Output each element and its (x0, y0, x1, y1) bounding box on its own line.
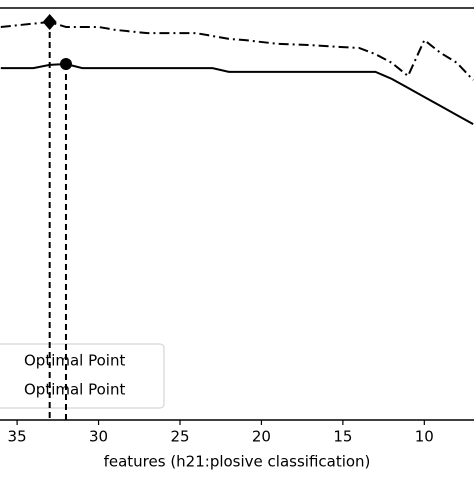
plot-area (0, 20, 474, 126)
optimal-point (59, 58, 72, 71)
x-tick-label: 25 (170, 428, 189, 446)
x-tick-label: 30 (89, 428, 108, 446)
x-tick-label: 35 (8, 428, 27, 446)
legend-box (0, 343, 165, 409)
optimal-point (42, 14, 57, 31)
legend-label: Optimal Point (24, 381, 125, 399)
x-tick-label: 20 (252, 428, 271, 446)
line-series (0, 20, 474, 81)
legend-label: Optimal Point (24, 352, 125, 370)
x-tick-label: 15 (333, 428, 352, 446)
x-tick-label: 10 (415, 428, 434, 446)
line-series (0, 63, 474, 126)
x-axis-label: features (h21:plosive classification) (104, 453, 371, 471)
